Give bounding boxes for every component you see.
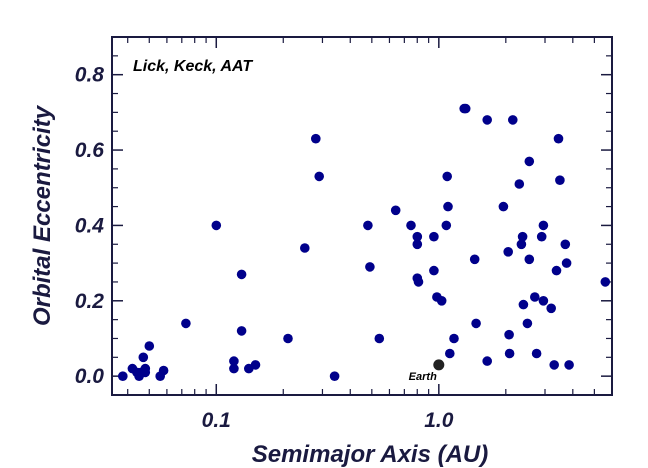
data-point (158, 365, 169, 376)
data-point (374, 333, 385, 344)
data-point (211, 220, 222, 231)
data-point (365, 262, 375, 272)
x-tick-label: 1.0 (424, 409, 454, 432)
data-point (429, 231, 439, 242)
data-point (436, 296, 447, 306)
data-point (236, 326, 247, 336)
x-axis-label: Semimajor Axis (AU) (252, 441, 489, 468)
data-point (551, 265, 562, 276)
y-tick-label: 0.8 (75, 64, 105, 87)
data-point (516, 239, 527, 250)
y-tick-label: 0.4 (75, 214, 105, 237)
data-point (522, 318, 533, 329)
data-point (531, 348, 542, 359)
data-point (449, 333, 459, 344)
data-point (140, 367, 151, 378)
axis-ticks: 0.0 0.2 0.4 0.6 0.8 0.1 1.0 (75, 36, 613, 432)
data-point (508, 115, 518, 125)
data-point (504, 348, 515, 359)
data-point (138, 352, 149, 363)
data-point (560, 239, 571, 250)
y-axis-label: Orbital Eccentricity (29, 104, 56, 326)
data-point (517, 231, 528, 242)
data-point (482, 115, 493, 125)
y-tick-label: 0.0 (75, 365, 105, 388)
y-tick-label: 0.6 (75, 139, 105, 162)
data-point (412, 231, 423, 242)
data-point (236, 269, 247, 280)
data-point (441, 220, 452, 231)
data-point (406, 220, 416, 231)
plot-frame (111, 36, 613, 396)
data-point (471, 318, 481, 329)
earth-marker-group: Earth (409, 359, 445, 383)
earth-label: Earth (409, 371, 437, 383)
data-point (564, 360, 574, 370)
data-point (555, 175, 565, 185)
data-point (250, 360, 261, 370)
dataset-annotation: Lick, Keck, AAT (133, 58, 253, 75)
data-point (442, 171, 453, 182)
data-point (553, 133, 564, 144)
data-point (524, 254, 535, 265)
data-point (498, 201, 509, 212)
data-point (311, 133, 321, 144)
data-point (412, 239, 423, 250)
data-point (469, 254, 480, 265)
data-point (549, 360, 559, 370)
data-point (546, 303, 556, 314)
data-point (445, 348, 455, 359)
data-point (536, 231, 547, 242)
data-point (460, 103, 471, 114)
y-tick-label: 0.2 (75, 290, 105, 313)
data-point (600, 277, 611, 287)
data-point (390, 205, 401, 216)
data-point (329, 371, 340, 382)
data-point (561, 258, 572, 268)
data-point (443, 201, 453, 212)
data-point (514, 179, 525, 189)
data-point (518, 299, 529, 310)
data-point (538, 296, 549, 306)
earth-point (433, 359, 445, 371)
x-tick-label: 0.1 (202, 409, 231, 432)
data-point (144, 341, 155, 351)
data-points (118, 103, 611, 382)
data-point (363, 220, 373, 231)
data-point (503, 247, 513, 257)
data-point (283, 333, 293, 344)
data-point (229, 363, 239, 374)
data-point (482, 356, 493, 366)
data-point (413, 277, 424, 287)
data-point (530, 292, 540, 302)
data-point (314, 171, 325, 182)
data-point (229, 356, 239, 366)
data-point (429, 265, 439, 276)
data-point (538, 220, 549, 231)
data-point (524, 156, 535, 167)
data-point (300, 243, 310, 253)
data-point (181, 318, 191, 329)
data-point (118, 371, 128, 382)
data-point (504, 329, 514, 340)
